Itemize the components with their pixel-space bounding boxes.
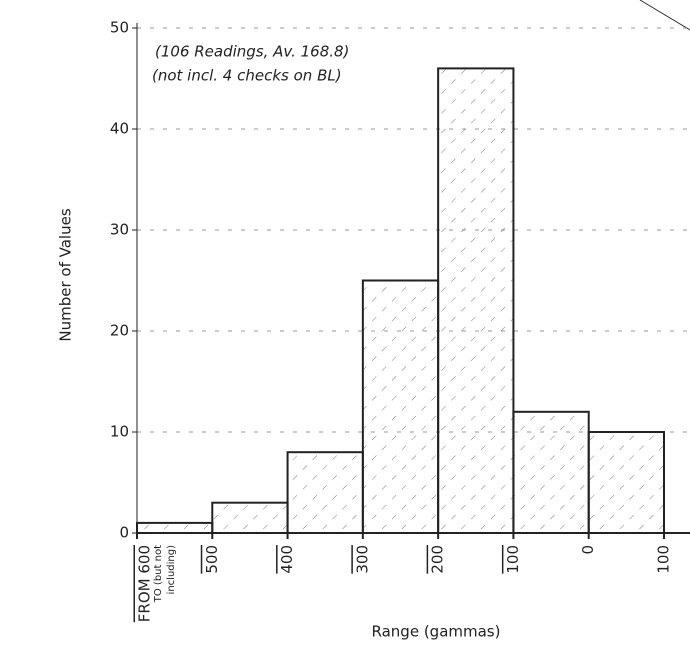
y-tick-label: 30 <box>110 221 129 239</box>
y-tick-label: 20 <box>110 322 129 340</box>
y-tick-label: 0 <box>119 524 129 542</box>
x-tick-label: FROM 600 <box>136 545 154 622</box>
x-tick-label: 300 <box>353 545 371 574</box>
y-tick-label: 10 <box>110 423 129 441</box>
bar <box>512 410 590 534</box>
y-tick-label: 40 <box>110 120 129 138</box>
bar <box>587 431 666 534</box>
bar <box>437 67 515 535</box>
annotation: (106 Readings, Av. 168.8) <box>155 43 349 61</box>
x-tick-label: 100 <box>655 545 673 574</box>
x-axis-label: Range (gammas) <box>372 623 501 641</box>
x-tick-label: 500 <box>203 545 221 574</box>
bar <box>211 501 289 535</box>
decoration <box>639 0 690 31</box>
y-tick-label: 50 <box>110 19 129 37</box>
x-tick-note: including) <box>166 545 177 595</box>
x-tick-note: TO (but not <box>153 545 164 603</box>
x-tick-label: 0 <box>579 545 597 555</box>
x-tick-label: 400 <box>278 545 296 574</box>
annotation: (not incl. 4 checks on BL) <box>152 67 342 85</box>
x-tick-label: 100 <box>504 545 522 574</box>
bar <box>361 279 440 534</box>
x-tick-label: 200 <box>429 545 447 574</box>
bar <box>136 521 214 535</box>
y-axis-label: Number of Values <box>57 208 75 341</box>
bar <box>286 451 364 535</box>
